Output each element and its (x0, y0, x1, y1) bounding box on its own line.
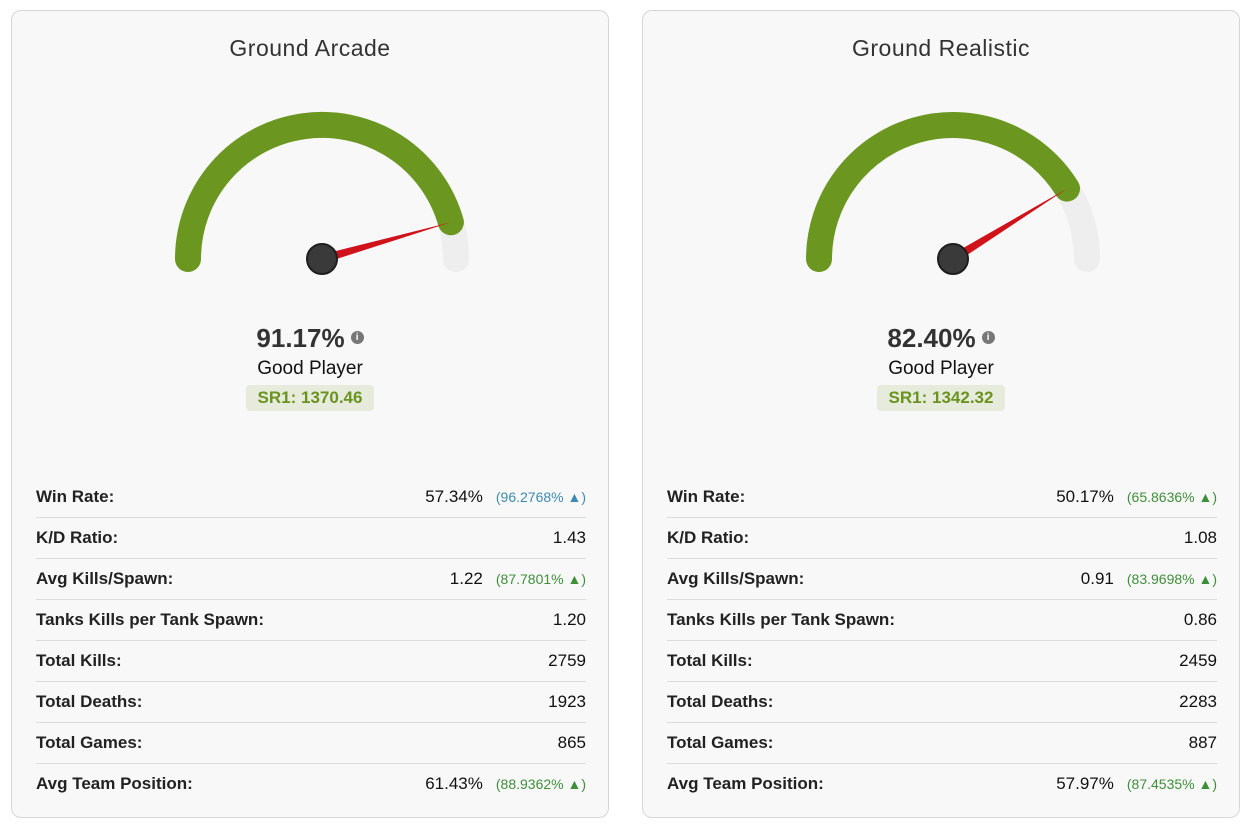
stat-label: K/D Ratio: (667, 528, 750, 547)
stat-label: Total Games: (667, 733, 774, 752)
stat-label: Total Games: (36, 733, 143, 752)
skill-gauge (806, 112, 1100, 275)
stat-label: Win Rate: (667, 487, 746, 506)
stat-percentile: (83.9698% ▲) (1126, 571, 1217, 587)
stat-value: 1.20 (552, 610, 586, 629)
stat-label: Tanks Kills per Tank Spawn: (667, 610, 895, 629)
stat-percentile: (65.8636% ▲) (1126, 489, 1217, 505)
stat-row-total-kills: Total Kills: 2459 (667, 641, 1217, 682)
stat-value: 0.91 (1080, 569, 1114, 588)
score-row: 82.40% i (643, 323, 1239, 354)
card-title: Ground Arcade (229, 35, 391, 61)
stats-table: Win Rate: 50.17% (65.8636% ▲) K/D Ratio:… (667, 477, 1217, 804)
stat-value: 1.08 (1183, 528, 1217, 547)
skill-gauge (175, 111, 469, 275)
stat-row-tank-kills-per-spawn: Tanks Kills per Tank Spawn: 1.20 (36, 600, 586, 641)
gauge-fill (806, 112, 1080, 272)
stat-label: Tanks Kills per Tank Spawn: (36, 610, 264, 629)
gauge-needle (950, 188, 1067, 263)
stat-label: Total Kills: (36, 651, 122, 670)
stat-row-win-rate: Win Rate: 57.34% (96.2768% ▲) (36, 477, 586, 518)
info-icon[interactable]: i (981, 330, 995, 344)
stat-label: Win Rate: (36, 487, 115, 506)
stat-label: Avg Kills/Spawn: (667, 569, 805, 588)
stat-percentile: (88.9362% ▲) (495, 776, 586, 792)
gauge-fill (175, 111, 464, 272)
stat-value: 1923 (548, 692, 586, 711)
sr-badge: SR1: 1342.32 (876, 385, 1006, 411)
stat-value: 57.34% (425, 487, 483, 506)
gauge-hub (937, 243, 969, 275)
stat-value: 2759 (548, 651, 586, 670)
stat-row-avg-team-position: Avg Team Position: 61.43% (88.9362% ▲) (36, 764, 586, 804)
stat-row-win-rate: Win Rate: 50.17% (65.8636% ▲) (667, 477, 1217, 518)
stat-row-kd-ratio: K/D Ratio: 1.08 (667, 518, 1217, 559)
stat-row-total-deaths: Total Deaths: 1923 (36, 682, 586, 723)
stat-row-avg-kills-spawn: Avg Kills/Spawn: 0.91 (83.9698% ▲) (667, 559, 1217, 600)
info-icon[interactable]: i (350, 330, 364, 344)
stat-row-total-games: Total Games: 865 (36, 723, 586, 764)
stat-row-kd-ratio: K/D Ratio: 1.43 (36, 518, 586, 559)
stats-card-ground-realistic: Ground Realistic 82.40% i Good Player SR1… (642, 10, 1240, 818)
stats-card-ground-arcade: Ground Arcade 91.17% i Good Player SR1: 1… (11, 10, 609, 818)
stat-row-tank-kills-per-spawn: Tanks Kills per Tank Spawn: 0.86 (667, 600, 1217, 641)
gauge-hub (306, 243, 338, 275)
stat-percentile: (87.4535% ▲) (1126, 776, 1217, 792)
stat-row-total-deaths: Total Deaths: 2283 (667, 682, 1217, 723)
stat-value: 865 (557, 733, 586, 752)
stat-label: K/D Ratio: (36, 528, 119, 547)
stat-value: 2283 (1179, 692, 1217, 711)
gauge-track (806, 112, 1100, 272)
stat-row-avg-team-position: Avg Team Position: 57.97% (87.4535% ▲) (667, 764, 1217, 804)
stat-label: Avg Team Position: (667, 774, 824, 793)
score-percent: 82.40% (887, 323, 976, 353)
card-title: Ground Realistic (851, 35, 1031, 61)
score-row: 91.17% i (12, 323, 608, 354)
stat-percentile: (96.2768% ▲) (495, 489, 586, 505)
stat-label: Avg Team Position: (36, 774, 193, 793)
score-percent: 91.17% (256, 323, 345, 353)
stat-label: Total Kills: (667, 651, 753, 670)
sr-badge: SR1: 1370.46 (245, 385, 375, 411)
rank-label: Good Player (257, 358, 363, 379)
stat-row-total-games: Total Games: 887 (667, 723, 1217, 764)
stat-value: 1.43 (552, 528, 586, 547)
stat-value: 57.97% (1056, 774, 1114, 793)
stats-table: Win Rate: 57.34% (96.2768% ▲) K/D Ratio:… (36, 477, 586, 804)
stat-percentile: (87.7801% ▲) (495, 571, 586, 587)
stat-row-total-kills: Total Kills: 2759 (36, 641, 586, 682)
rank-label: Good Player (888, 358, 994, 379)
gauge-track (175, 112, 469, 272)
stat-row-avg-kills-spawn: Avg Kills/Spawn: 1.22 (87.7801% ▲) (36, 559, 586, 600)
stat-value: 0.86 (1183, 610, 1217, 629)
stat-value: 61.43% (425, 774, 483, 793)
stat-value: 887 (1188, 733, 1217, 752)
stat-label: Total Deaths: (36, 692, 143, 711)
stat-value: 1.22 (449, 569, 483, 588)
stat-value: 2459 (1179, 651, 1217, 670)
stat-label: Total Deaths: (667, 692, 774, 711)
gauge-needle (320, 222, 451, 264)
stat-label: Avg Kills/Spawn: (36, 569, 174, 588)
stat-value: 50.17% (1056, 487, 1114, 506)
